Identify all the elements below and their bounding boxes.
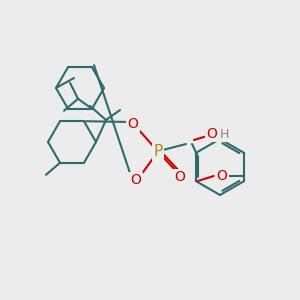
Text: O: O [128, 117, 138, 131]
Text: O: O [216, 169, 227, 183]
Text: O: O [175, 170, 185, 184]
Text: O: O [207, 127, 218, 141]
Text: H: H [219, 128, 229, 140]
Text: P: P [153, 145, 163, 160]
Text: O: O [130, 173, 141, 187]
